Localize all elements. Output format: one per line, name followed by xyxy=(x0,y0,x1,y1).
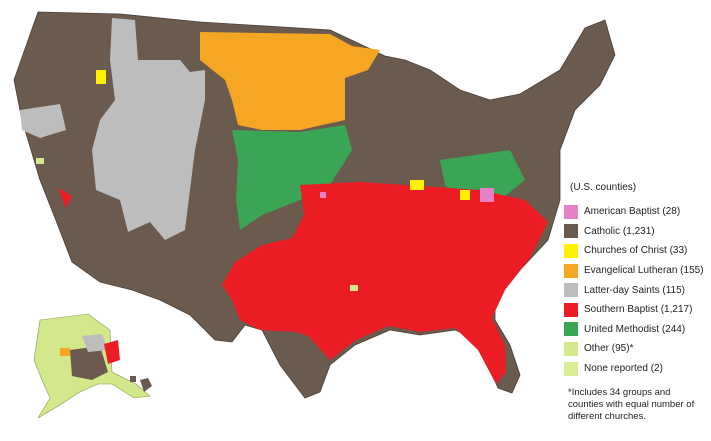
legend-swatch xyxy=(564,361,578,376)
american-baptist-patch-2 xyxy=(320,192,326,198)
united-methodist-region xyxy=(232,125,352,230)
legend-swatch xyxy=(564,341,578,356)
legend-item: Other (95)* xyxy=(564,339,710,359)
legend-label: Other (95)* xyxy=(584,343,634,355)
southern-baptist-patch-west xyxy=(58,188,72,208)
churches-of-christ-patch-2 xyxy=(410,180,424,190)
legend-swatch xyxy=(564,204,578,219)
legend-item: Churches of Christ (33) xyxy=(564,241,710,261)
southern-baptist-region xyxy=(222,182,548,384)
legend-item: United Methodist (244) xyxy=(564,320,710,340)
legend-item: Latter-day Saints (115) xyxy=(564,280,710,300)
alaska-latter-day-saints xyxy=(82,334,108,352)
legend-label: Catholic (1,231) xyxy=(584,225,655,237)
legend-swatch xyxy=(564,302,578,317)
legend-label: United Methodist (244) xyxy=(584,323,686,335)
legend-item: None reported (2) xyxy=(564,359,710,379)
churches-of-christ-patch xyxy=(96,70,106,84)
legend-swatch xyxy=(564,224,578,239)
latter-day-saints-region xyxy=(92,18,205,240)
legend-swatch xyxy=(564,283,578,298)
legend: (U.S. counties) American Baptist (28) Cat… xyxy=(564,182,710,423)
legend-item: Southern Baptist (1,217) xyxy=(564,300,710,320)
evangelical-lutheran-region xyxy=(200,32,380,130)
legend-swatch xyxy=(564,243,578,258)
other-patch-west xyxy=(36,158,44,164)
legend-item: Catholic (1,231) xyxy=(564,222,710,242)
alaska-lutheran-patch xyxy=(60,348,70,356)
legend-label: None reported (2) xyxy=(584,363,663,375)
legend-swatch xyxy=(564,322,578,337)
alaska-inner-brown xyxy=(70,346,108,380)
united-methodist-patch-east xyxy=(440,150,525,200)
churches-of-christ-patch-3 xyxy=(460,190,470,200)
legend-footnote: *Includes 34 groups and counties with eq… xyxy=(568,387,695,423)
hawaii-islands xyxy=(130,376,152,392)
other-patch-south xyxy=(350,285,358,291)
american-baptist-patch xyxy=(480,188,494,202)
legend-swatch xyxy=(564,263,578,278)
alaska-southern-baptist xyxy=(104,340,120,364)
latter-day-saints-patch-oregon xyxy=(20,104,66,138)
legend-label: Latter-day Saints (115) xyxy=(584,284,685,296)
legend-label: American Baptist (28) xyxy=(584,206,681,218)
legend-item: Evangelical Lutheran (155) xyxy=(564,261,710,281)
legend-item: American Baptist (28) xyxy=(564,202,710,222)
legend-label: Evangelical Lutheran (155) xyxy=(584,265,704,277)
legend-label: Churches of Christ (33) xyxy=(584,245,688,257)
legend-label: Southern Baptist (1,217) xyxy=(584,304,693,316)
legend-items: American Baptist (28) Catholic (1,231) Chu… xyxy=(564,202,710,378)
legend-caption: (U.S. counties) xyxy=(570,182,637,193)
